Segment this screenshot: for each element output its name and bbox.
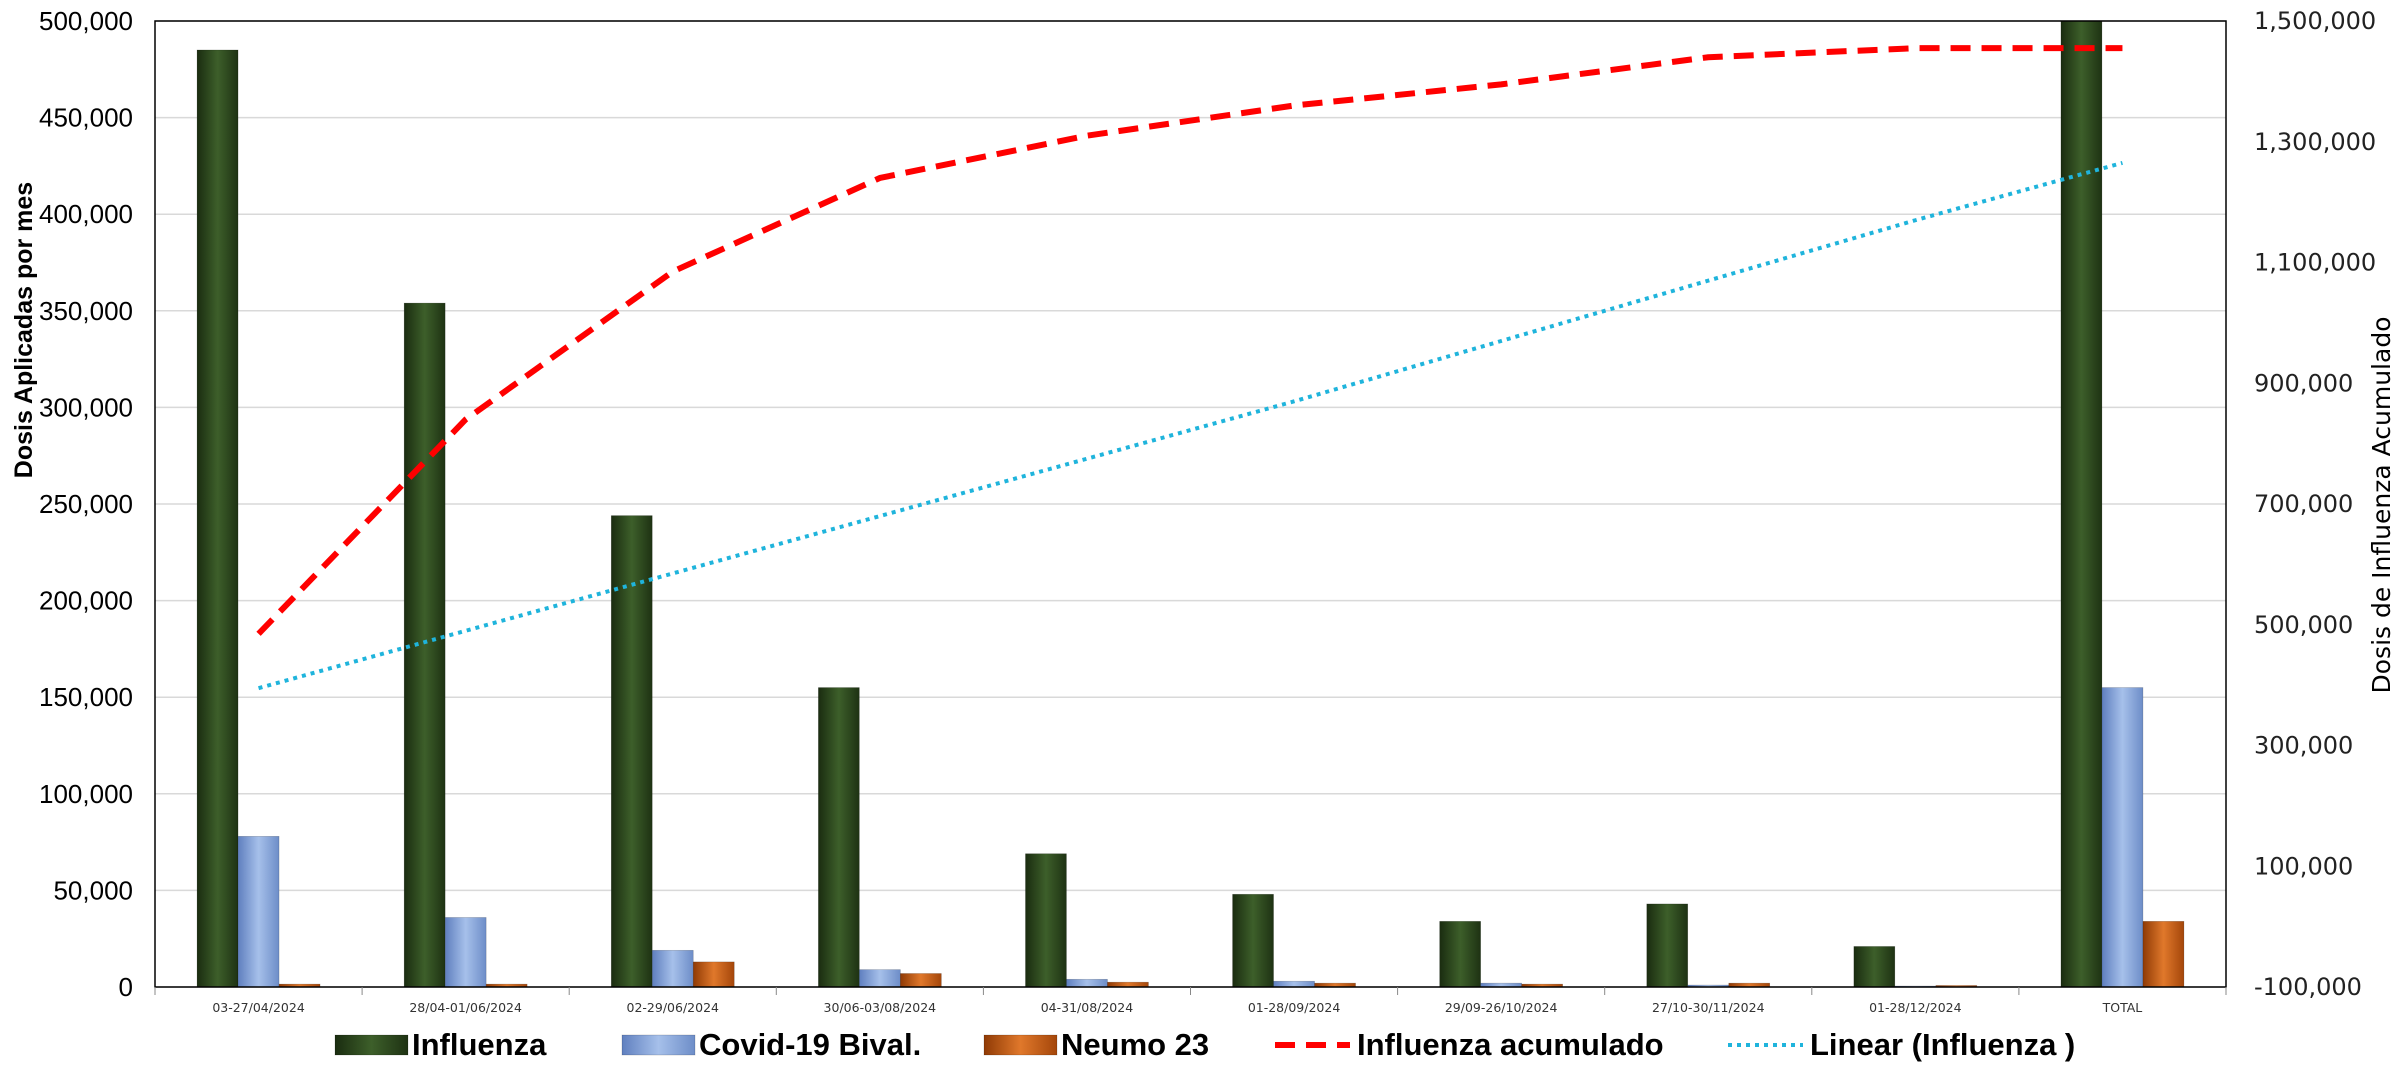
legend-swatch-influenza — [334, 1034, 409, 1056]
x-tick-label: 01-28/12/2024 — [1869, 1000, 1962, 1015]
x-tick-label: 04-31/08/2024 — [1041, 1000, 1134, 1015]
legend-swatch-neumo-23 — [983, 1034, 1058, 1056]
y2-tick-label: 900,000 — [2254, 369, 2353, 397]
line-linear-influenza — [258, 160, 2123, 691]
legend-label-covid-19-bival: Covid-19 Bival. — [699, 1027, 921, 1062]
left-axis-title: Dosis Aplicadas por mes — [10, 182, 38, 478]
bar-influenza — [1853, 946, 1896, 988]
bar-covid-19-bival — [444, 917, 487, 988]
x-tick-label: 01-28/09/2024 — [1248, 1000, 1341, 1015]
bar-covid-19-bival — [651, 949, 694, 988]
x-tick-label: TOTAL — [2102, 1000, 2143, 1015]
bar-covid-19-bival — [1273, 980, 1315, 988]
bar-influenza — [2060, 20, 2103, 988]
legend: Influenza Covid-19 Bival. Neumo 23 Influenz… — [334, 1027, 2075, 1062]
bars-layer — [196, 20, 2185, 988]
bar-influenza — [403, 302, 446, 988]
y-tick-label: 350,000 — [39, 296, 133, 326]
y2-tick-label: 1,100,000 — [2254, 249, 2376, 277]
y-tick-label: 500,000 — [39, 6, 133, 36]
y-tick-label: 250,000 — [39, 489, 133, 519]
gridlines — [155, 20, 2226, 988]
x-tick-label: 02-29/06/2024 — [627, 1000, 720, 1015]
legend-label-linear-influenza: Linear (Influenza ) — [1810, 1027, 2075, 1062]
lines-layer — [256, 45, 2123, 691]
y2-tick-label: 100,000 — [2254, 852, 2353, 880]
y-tick-label: 300,000 — [39, 392, 133, 422]
bar-neumo-23 — [692, 961, 735, 988]
legend-swatch-covid-19-bival — [621, 1034, 696, 1056]
bar-influenza — [1646, 903, 1689, 988]
y-tick-label: 450,000 — [39, 103, 133, 133]
bar-covid-19-bival — [2101, 687, 2144, 988]
y-tick-label: 150,000 — [39, 682, 133, 712]
bar-influenza — [610, 515, 653, 988]
y-tick-label: 200,000 — [39, 586, 133, 616]
y2-tick-label: 1,300,000 — [2254, 128, 2376, 156]
x-tick-label: 28/04-01/06/2024 — [409, 1000, 522, 1015]
x-tick-label: 30/06-03/08/2024 — [824, 1000, 937, 1015]
line-influenza-acumulado — [256, 45, 2123, 636]
y2-tick-label: 500,000 — [2254, 611, 2353, 639]
bar-influenza — [196, 49, 239, 988]
y-tick-label: 400,000 — [39, 199, 133, 229]
bar-neumo-23 — [900, 973, 942, 988]
bar-influenza — [818, 687, 860, 988]
y2-tick-label: 700,000 — [2254, 490, 2353, 518]
bar-covid-19-bival — [859, 969, 901, 988]
bar-influenza — [1439, 921, 1481, 988]
bar-influenza — [1025, 853, 1067, 988]
bar-influenza — [1232, 893, 1274, 988]
legend-label-neumo-23: Neumo 23 — [1061, 1027, 1209, 1062]
x-tick-label: 29/09-26/10/2024 — [1445, 1000, 1558, 1015]
right-axis-title: Dosis de Influenza Acumulado — [2367, 317, 2396, 694]
legend-label-influenza-acumulado: Influenza acumulado — [1357, 1027, 1664, 1062]
bar-covid-19-bival — [1066, 978, 1108, 988]
y2-tick-label: 1,500,000 — [2254, 7, 2376, 35]
tick-labels: 0 50,000 100,000 150,000 200,000 250,000 300,0… — [39, 6, 2376, 1015]
bar-neumo-23 — [2142, 921, 2185, 988]
y-tick-label: 100,000 — [39, 779, 133, 809]
y-tick-label: 50,000 — [53, 875, 133, 905]
y2-tick-label: 300,000 — [2254, 732, 2353, 760]
x-tick-label: 03-27/04/2024 — [212, 1000, 305, 1015]
bar-covid-19-bival — [237, 836, 280, 988]
legend-label-influenza: Influenza — [412, 1027, 547, 1062]
y-tick-label: 0 — [119, 972, 133, 1002]
y2-tick-label: -100,000 — [2254, 973, 2362, 1001]
x-tick-label: 27/10-30/11/2024 — [1652, 1000, 1765, 1015]
